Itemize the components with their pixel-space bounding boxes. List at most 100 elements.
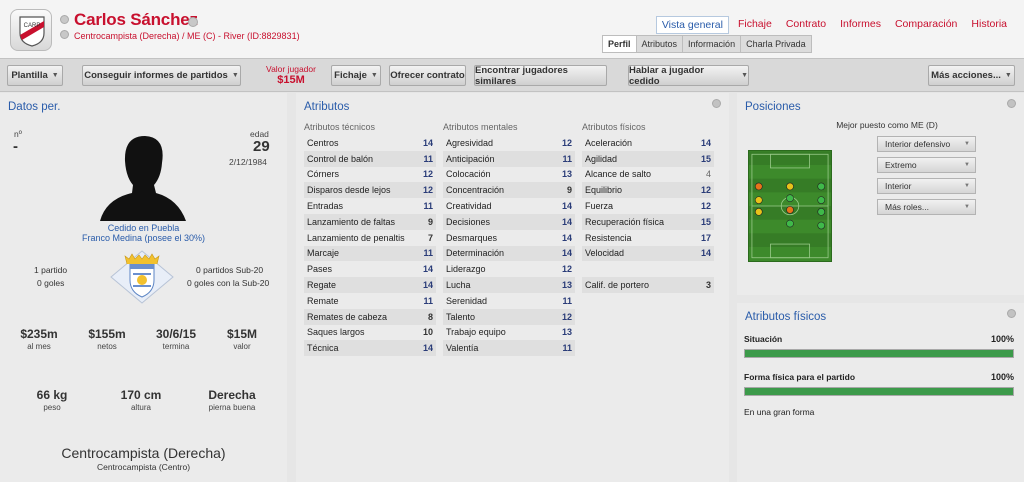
attribute-row[interactable]: Trabajo equipo 13	[443, 325, 575, 341]
tab-fichaje[interactable]: Fichaje	[737, 18, 772, 30]
attribute-value: 14	[422, 137, 433, 148]
forma-percent: 100%	[990, 372, 1014, 382]
attribute-row[interactable]: Córners 12	[304, 167, 436, 183]
position-dot[interactable]	[786, 194, 794, 202]
favorite-icon[interactable]	[60, 15, 69, 24]
position-dot[interactable]	[817, 196, 826, 204]
attribute-row[interactable]: Alcance de salto 4	[582, 167, 714, 183]
position-dot[interactable]	[786, 182, 794, 191]
loan-owner[interactable]: Franco Medina (posee el 30%)	[81, 233, 206, 243]
goalkeeper-rating-row[interactable]: Calif. de portero 3	[582, 277, 714, 293]
collapse-icon[interactable]	[712, 99, 721, 108]
svg-text:CARP: CARP	[24, 23, 41, 29]
attribute-name: Aceleración	[585, 137, 633, 148]
attribute-row[interactable]: Aceleración 14	[582, 135, 714, 151]
caps-goals: 0 goles	[37, 278, 65, 288]
attribute-row[interactable]: Saques largos 10	[304, 325, 436, 341]
tab-vista-general[interactable]: Vista general	[655, 16, 729, 34]
subtab-informacion[interactable]: Información	[683, 36, 742, 52]
attribute-row[interactable]: Talento 12	[443, 308, 575, 325]
attribute-row[interactable]: Lanzamiento de faltas 9	[304, 213, 436, 230]
attribute-row[interactable]: Desmarques 14	[443, 230, 575, 246]
collapse-icon[interactable]	[1007, 99, 1016, 108]
more-roles-button[interactable]: Más roles... ▼	[877, 199, 976, 215]
attribute-row[interactable]: Lanzamiento de penaltis 7	[304, 230, 436, 246]
attribute-row[interactable]: Lucha 13	[443, 277, 575, 293]
attribute-row[interactable]: Colocación 13	[443, 167, 575, 183]
attribute-row[interactable]: Liderazgo 12	[443, 261, 575, 277]
datos-title: Datos per.	[8, 101, 61, 113]
attribute-row[interactable]: Concentración 9	[443, 182, 575, 199]
attribute-row[interactable]: Recuperación física 15	[582, 213, 714, 230]
collapse-icon[interactable]	[1007, 309, 1016, 318]
ofrecer-contrato-button[interactable]: Ofrecer contrato	[389, 65, 466, 86]
attribute-row[interactable]: Serenidad 11	[443, 293, 575, 309]
mas-acciones-button[interactable]: Más acciones... ▼	[928, 65, 1015, 86]
fisicos-title: Atributos físicos	[745, 311, 827, 323]
role-interior-defensivo-button[interactable]: Interior defensivo ▼	[877, 136, 976, 152]
position-dot[interactable]	[786, 219, 794, 228]
positions-pitch[interactable]	[748, 150, 832, 262]
attribute-row[interactable]: Remates de cabeza 8	[304, 308, 436, 325]
attribute-row[interactable]: Decisiones 14	[443, 213, 575, 230]
subtab-charla-privada[interactable]: Charla Privada	[746, 39, 806, 49]
attribute-row[interactable]: Agilidad 15	[582, 150, 714, 167]
tab-contrato[interactable]: Contrato	[785, 18, 827, 30]
attribute-row[interactable]: Remate 11	[304, 293, 436, 309]
posiciones-title: Posiciones	[745, 101, 801, 113]
attribute-row[interactable]: Marcaje 11	[304, 245, 436, 262]
shortlist-icon[interactable]	[60, 30, 69, 39]
subtab-atributos[interactable]: Atributos	[637, 36, 684, 52]
player-info-icon[interactable]	[188, 17, 198, 27]
position-dot[interactable]	[817, 182, 826, 191]
club-crest-icon[interactable]: CARP	[10, 9, 52, 51]
encontrar-similares-button[interactable]: Encontrar jugadores similares	[474, 65, 607, 87]
player-value: Valor jugador $15M	[262, 64, 320, 86]
mentales-column: Atributos mentales Agresividad 12 Anticipa…	[443, 122, 575, 357]
position-dot[interactable]	[754, 196, 763, 204]
subtab-perfil[interactable]: Perfil	[603, 36, 637, 52]
tab-comparacion[interactable]: Comparación	[894, 18, 958, 30]
stat-label: valor	[233, 342, 251, 351]
attribute-row[interactable]: Centros 14	[304, 135, 436, 151]
role-extremo-button[interactable]: Extremo ▼	[877, 157, 976, 173]
attribute-row[interactable]: Anticipación 11	[443, 150, 575, 167]
attribute-row[interactable]: Disparos desde lejos 12	[304, 182, 436, 199]
attribute-row[interactable]: Determinación 14	[443, 245, 575, 262]
attribute-row[interactable]: Pases 14	[304, 261, 436, 277]
role-interior-button[interactable]: Interior ▼	[877, 178, 976, 194]
tab-historia[interactable]: Historia	[971, 18, 1007, 30]
position-dot[interactable]	[754, 182, 763, 191]
attribute-value: 13	[561, 169, 572, 180]
attribute-row[interactable]: Velocidad 14	[582, 245, 714, 262]
attribute-name: Remate	[307, 295, 339, 306]
position-dot[interactable]	[817, 221, 826, 230]
national-team-crest-icon[interactable]	[109, 250, 175, 304]
attribute-row[interactable]: Técnica 14	[304, 340, 436, 357]
attribute-row[interactable]: Control de balón 11	[304, 150, 436, 167]
position-dot[interactable]	[754, 208, 763, 216]
attribute-row[interactable]: Equilibrio 12	[582, 182, 714, 199]
attribute-row[interactable]: Fuerza 12	[582, 198, 714, 214]
attribute-name: Lanzamiento de faltas	[307, 216, 396, 227]
loan-status[interactable]: Cedido en Puebla	[107, 223, 180, 233]
attribute-row[interactable]: Creatividad 14	[443, 198, 575, 214]
plantilla-button[interactable]: Plantilla ▼	[7, 65, 63, 86]
attribute-value: 14	[561, 216, 572, 227]
attribute-row[interactable]: Regate 14	[304, 277, 436, 293]
fichaje-button[interactable]: Fichaje ▼	[331, 65, 381, 86]
position-dot[interactable]	[786, 206, 794, 214]
tab-informes[interactable]: Informes	[840, 18, 881, 30]
fisicos-heading: Atributos físicos	[582, 122, 646, 132]
attribute-row[interactable]: Valentía 11	[443, 340, 575, 357]
attribute-value: 13	[561, 280, 572, 291]
attribute-row[interactable]: Resistencia 17	[582, 230, 714, 246]
attribute-value: 11	[423, 201, 433, 212]
hablar-cedido-button[interactable]: Hablar a jugador cedido ▼	[628, 65, 749, 87]
attribute-name: Saques largos	[307, 327, 365, 338]
attribute-row[interactable]: Agresividad 12	[443, 135, 575, 151]
position-dot[interactable]	[817, 208, 826, 216]
attribute-row[interactable]: Entradas 11	[304, 198, 436, 214]
stat-salary-month: $235m al mes	[7, 327, 71, 351]
conseguir-informes-button[interactable]: Conseguir informes de partidos ▼	[82, 65, 241, 86]
